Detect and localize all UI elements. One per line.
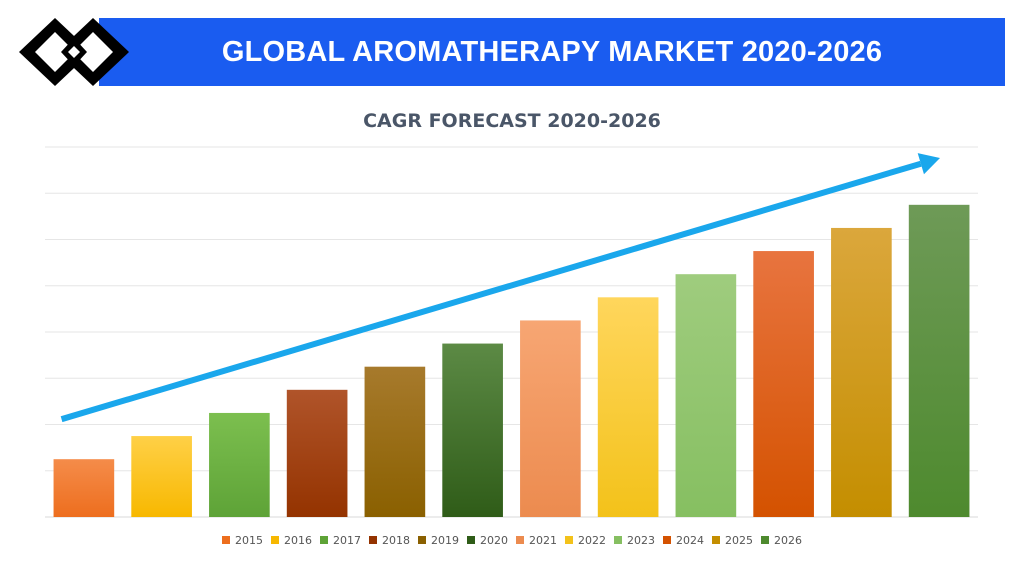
chart-legend: 2015 2016 2017 2018 2019 2020 2021 2022 2023 2024…	[0, 531, 1024, 549]
trend-arrow-line	[60, 160, 922, 423]
legend-item-2015: 2015	[222, 534, 263, 547]
legend-item-2021: 2021	[516, 534, 557, 547]
legend-swatch	[614, 536, 622, 544]
legend-swatch	[369, 536, 377, 544]
legend-item-2023: 2023	[614, 534, 655, 547]
legend-swatch	[418, 536, 426, 544]
bar-2016	[131, 436, 192, 517]
legend-swatch	[516, 536, 524, 544]
legend-label: 2023	[627, 533, 655, 547]
legend-item-2022: 2022	[565, 534, 606, 547]
bar-2022	[597, 297, 659, 517]
legend-item-2025: 2025	[712, 534, 753, 547]
bar-2019	[364, 366, 426, 517]
bar-2026	[908, 204, 970, 517]
header-bar: GLOBAL AROMATHERAPY MARKET 2020-2026	[99, 18, 1005, 86]
page-title: GLOBAL AROMATHERAPY MARKET 2020-2026	[221, 36, 883, 68]
legend-swatch	[761, 536, 769, 544]
legend-swatch	[712, 536, 720, 544]
bar-2018	[286, 389, 348, 517]
legend-item-2024: 2024	[663, 534, 704, 547]
chart-title: CAGR FORECAST 2020-2026	[363, 110, 661, 132]
legend-item-2016: 2016	[271, 534, 312, 547]
legend-label: 2025	[725, 533, 753, 547]
bar-2015	[53, 459, 115, 517]
legend-label: 2016	[284, 533, 312, 547]
legend-label: 2015	[235, 533, 263, 547]
legend-swatch	[222, 536, 230, 544]
legend-label: 2024	[676, 533, 704, 547]
bar-2024	[753, 251, 814, 517]
bar-2020	[442, 343, 503, 517]
bar-2025	[831, 227, 892, 517]
legend-item-2017: 2017	[320, 534, 361, 547]
legend-label: 2018	[382, 533, 410, 547]
bar-2017	[209, 412, 270, 517]
bar-2021	[520, 320, 581, 517]
legend-label: 2026	[774, 533, 802, 547]
legend-label: 2021	[529, 533, 557, 547]
legend-label: 2020	[480, 533, 508, 547]
legend-swatch	[320, 536, 328, 544]
bar-2023	[675, 274, 737, 517]
legend-item-2018: 2018	[369, 534, 410, 547]
legend-label: 2019	[431, 533, 459, 547]
legend-swatch	[271, 536, 279, 544]
logo-icon	[19, 18, 129, 86]
legend-swatch	[565, 536, 573, 544]
legend-label: 2017	[333, 533, 361, 547]
legend-label: 2022	[578, 533, 606, 547]
legend-item-2026: 2026	[761, 534, 802, 547]
legend-item-2019: 2019	[418, 534, 459, 547]
legend-swatch	[467, 536, 475, 544]
trend-arrow-head	[917, 153, 940, 175]
legend-swatch	[663, 536, 671, 544]
legend-item-2020: 2020	[467, 534, 508, 547]
